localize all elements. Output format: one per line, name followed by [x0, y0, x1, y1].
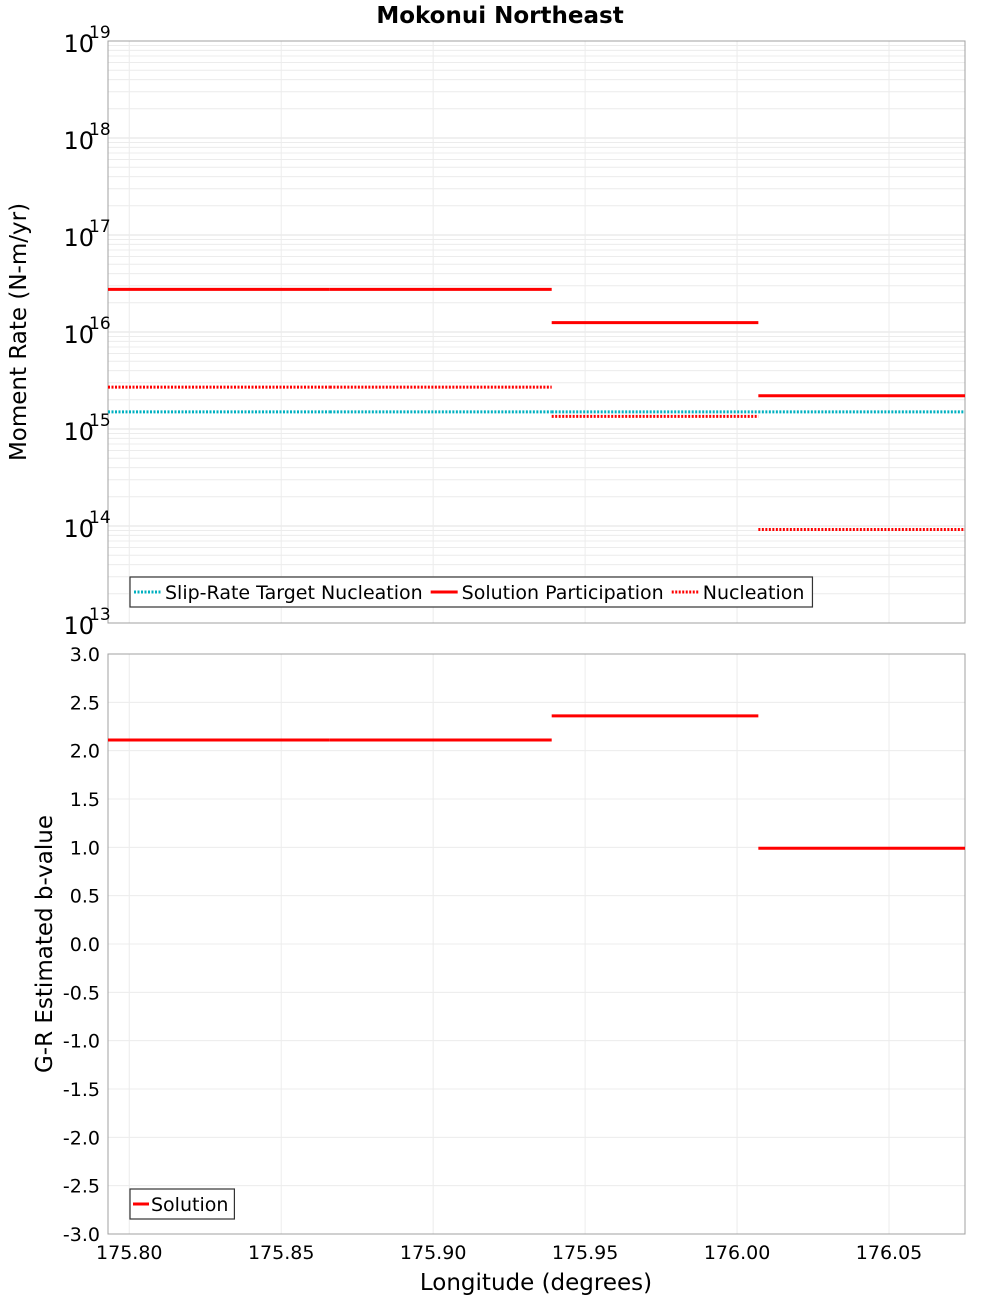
y-tick-base: 10: [63, 515, 94, 543]
y-tick-base: 10: [63, 612, 94, 640]
y-tick-exponent: 15: [89, 411, 111, 431]
legend-box: [129, 576, 814, 608]
b-value-y-axis-label: G-R Estimated b-value: [32, 815, 58, 1073]
legend-label: Solution: [151, 1194, 228, 1216]
y-tick-label: -0.5: [63, 982, 100, 1004]
y-tick-exponent: 14: [89, 508, 111, 528]
y-tick-label: 1.0: [70, 837, 100, 859]
x-tick-label: 176.00: [704, 1242, 770, 1264]
x-tick-label: 175.80: [96, 1242, 162, 1264]
moment-rate-series: [108, 287, 965, 532]
y-tick-base: 10: [63, 321, 94, 349]
y-tick-label: 0.5: [70, 886, 100, 908]
y-tick-label: 0.0: [70, 934, 100, 956]
y-tick-exponent: 13: [89, 605, 111, 625]
y-tick-label: -1.5: [63, 1079, 100, 1101]
y-tick-label: -2.5: [63, 1176, 100, 1198]
b-value-series: [108, 714, 965, 850]
y-tick-label: -2.0: [63, 1127, 100, 1149]
y-tick-label: -1.0: [63, 1031, 100, 1053]
chart-title: Mokonui Northeast: [376, 3, 623, 29]
y-tick-exponent: 16: [89, 314, 111, 334]
x-axis-label: Longitude (degrees): [420, 1270, 652, 1296]
x-tick-label: 175.85: [248, 1242, 314, 1264]
y-tick-exponent: 19: [89, 23, 111, 43]
moment-rate-grid: [108, 41, 965, 624]
b-value-legend: Solution: [129, 1188, 236, 1220]
y-tick-base: 10: [63, 30, 94, 58]
x-tick-label: 176.05: [856, 1242, 922, 1264]
b-value-plot-frame: [107, 653, 966, 1235]
y-tick-label: 2.5: [70, 692, 100, 714]
y-tick-base: 10: [63, 418, 94, 446]
moment-rate-y-axis-label: Moment Rate (N-m/yr): [6, 203, 32, 461]
y-tick-base: 10: [63, 224, 94, 252]
legend-label: Slip-Rate Target Nucleation: [165, 582, 423, 604]
moment-rate-legend: Slip-Rate Target Nucleation Solution Part…: [129, 576, 814, 608]
x-tick-label: 175.90: [400, 1242, 466, 1264]
y-tick-exponent: 17: [89, 217, 111, 237]
moment-rate-plot-frame: [107, 40, 966, 624]
x-tick-label: 175.95: [552, 1242, 618, 1264]
b-value-panel: -3.0 -2.5 -2.0 -1.5 -1.0 -0.5 0.0 0.5 1.0 1.5 2.0 2…: [32, 644, 966, 1296]
b-value-y-ticks: -3.0 -2.5 -2.0 -1.5 -1.0 -0.5 0.0 0.5 1.0 1.5 2.0 2…: [63, 644, 100, 1246]
y-tick-exponent: 18: [89, 120, 111, 140]
y-tick-label: 3.0: [70, 644, 100, 666]
y-tick-label: -3.0: [63, 1224, 100, 1246]
y-tick-label: 2.0: [70, 741, 100, 763]
y-tick-base: 10: [63, 127, 94, 155]
x-axis-ticks: 175.80 175.85 175.90 175.95 176.00 176.05: [96, 1242, 922, 1264]
y-tick-label: 1.5: [70, 789, 100, 811]
legend-label: Nucleation: [703, 582, 805, 604]
legend-label: Solution Participation: [462, 582, 664, 604]
